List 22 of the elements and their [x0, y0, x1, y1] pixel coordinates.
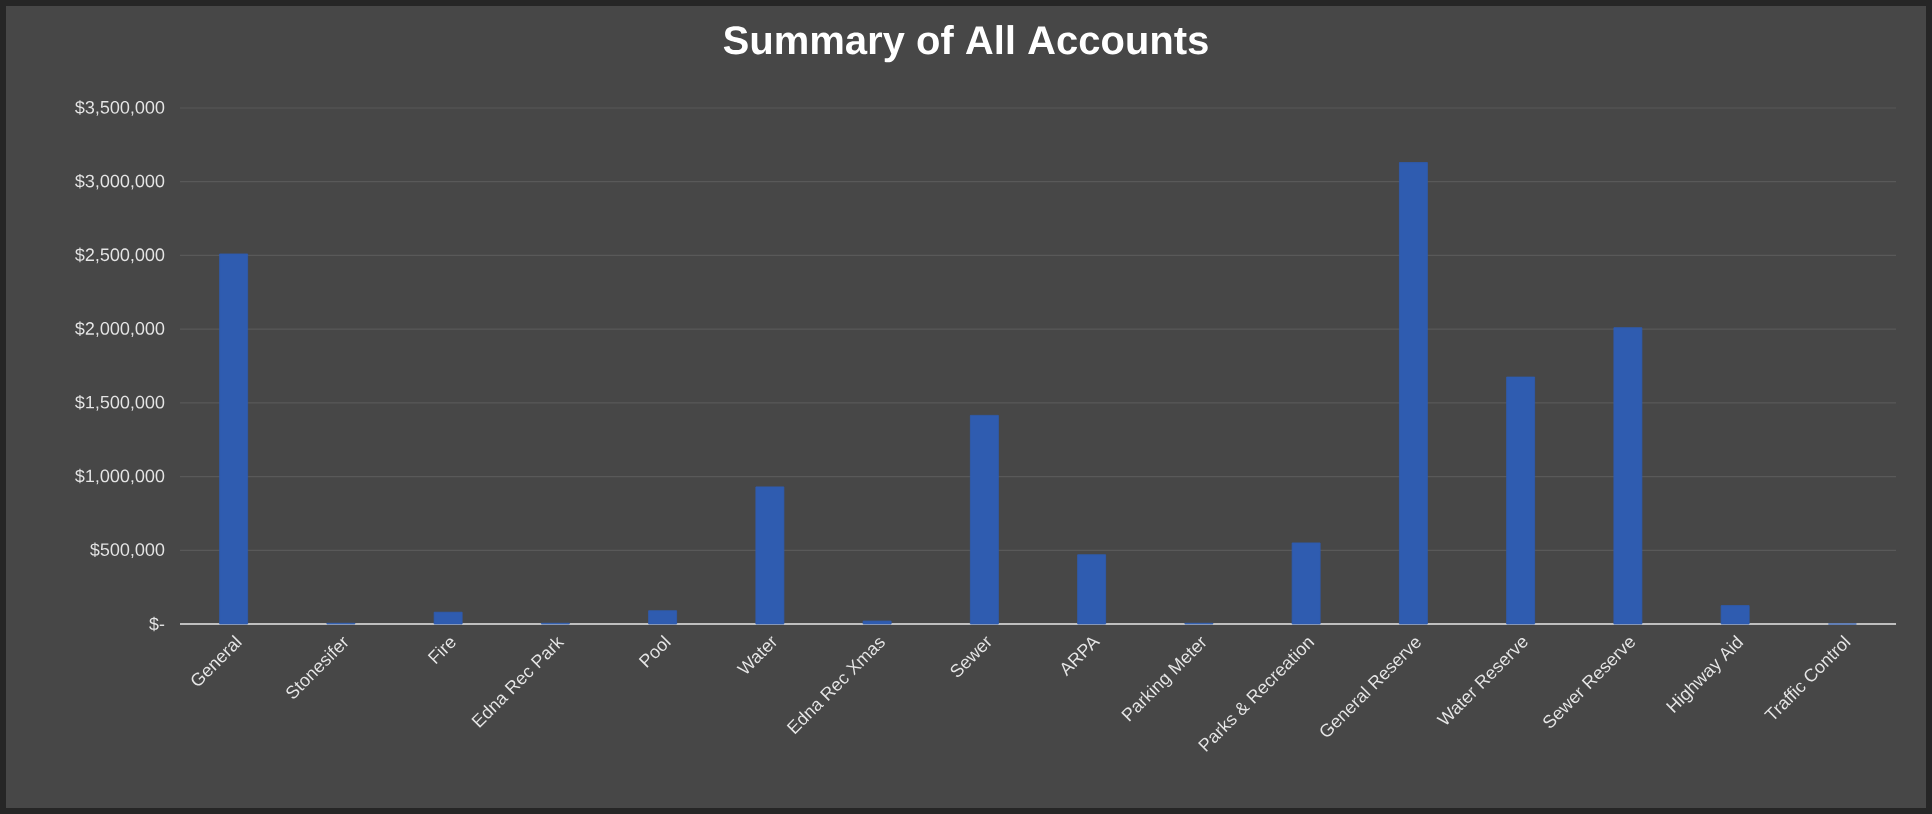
bar — [969, 414, 999, 625]
bar — [648, 610, 678, 625]
bar — [219, 253, 249, 625]
bar — [1613, 327, 1643, 625]
y-tick-label: $- — [149, 616, 165, 632]
bar — [433, 611, 463, 625]
x-tick-label: Fire — [427, 638, 456, 665]
y-tick-label: $3,000,000 — [75, 173, 165, 190]
bar — [1720, 605, 1750, 625]
y-tick-label: $500,000 — [90, 542, 165, 559]
y-tick-label: $1,500,000 — [75, 395, 165, 411]
y-tick-label: $2,000,000 — [75, 321, 165, 337]
bar — [1506, 376, 1536, 625]
y-tick-label: $2,500,000 — [75, 247, 165, 264]
bar — [862, 620, 892, 625]
bar — [1291, 542, 1321, 625]
bar — [1077, 554, 1107, 625]
y-tick-label: $3,500,000 — [75, 100, 165, 116]
bar — [755, 486, 785, 625]
bar — [1398, 162, 1428, 625]
y-tick-label: $1,000,000 — [75, 468, 165, 485]
chart-title: Summary of All Accounts — [723, 25, 1208, 63]
